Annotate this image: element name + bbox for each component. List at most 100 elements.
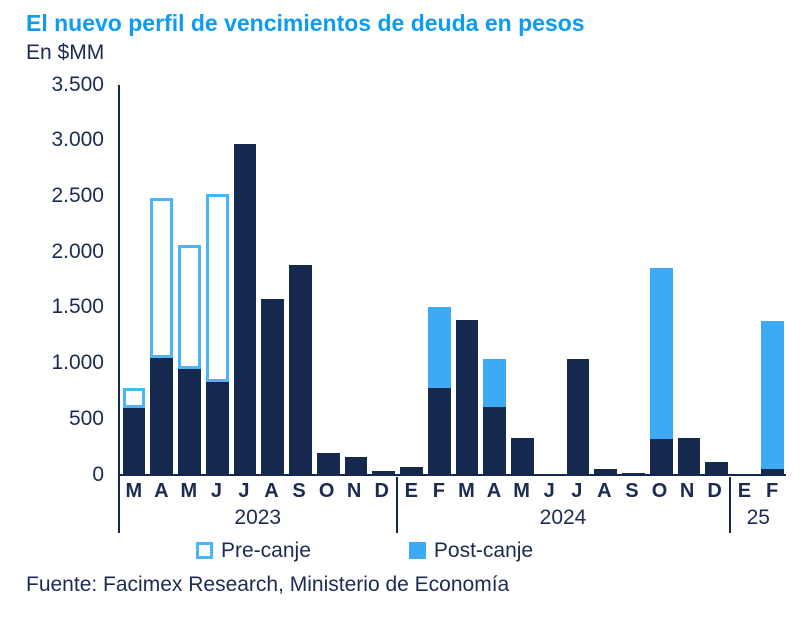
base-segment xyxy=(677,437,701,475)
base-segment xyxy=(289,265,312,475)
bar-slot xyxy=(592,85,620,475)
y-tick-label: 3.000 xyxy=(51,128,104,152)
bar-25-F xyxy=(760,320,784,475)
chart-subtitle: En $MM xyxy=(26,40,105,64)
year-group-2023: M A M J J A S O N D 2023 xyxy=(120,85,398,533)
source-note: Fuente: Facimex Research, Ministerio de … xyxy=(26,572,510,596)
bar-2024-F xyxy=(427,307,451,475)
bar-slot xyxy=(481,85,509,475)
base-segment xyxy=(649,438,673,475)
month-label: J xyxy=(543,479,555,502)
y-tick-label: 1.500 xyxy=(51,295,104,319)
month-label: M xyxy=(513,479,530,502)
bar-slot xyxy=(259,85,287,475)
bar-2024-S xyxy=(622,472,645,475)
y-axis-labels: 3.500 3.000 2.500 2.000 1.500 1.000 500 0 xyxy=(26,73,112,487)
bar-2023-S xyxy=(289,265,312,475)
bar-slot xyxy=(398,85,426,475)
month-label: J xyxy=(238,479,250,502)
bar-2024-M xyxy=(455,319,479,475)
bar-slot xyxy=(231,85,259,475)
bar-slot xyxy=(176,85,204,475)
base-segment xyxy=(316,453,340,475)
legend-item-post-canje: Post-canje xyxy=(408,538,534,563)
base-segment xyxy=(150,357,173,475)
base-segment xyxy=(400,466,423,475)
month-label: F xyxy=(432,479,445,502)
bar-2024-O xyxy=(649,268,673,475)
bar-slot xyxy=(342,85,370,475)
base-segment xyxy=(372,471,395,475)
bar-2023-J xyxy=(233,143,257,475)
bar-slot xyxy=(425,85,453,475)
base-segment xyxy=(178,368,201,475)
bar-slot xyxy=(620,85,648,475)
y-tick-label: 2.500 xyxy=(51,184,104,208)
year-group-25: E F 25 xyxy=(731,85,787,533)
bar-slot xyxy=(314,85,342,475)
bar-slot xyxy=(453,85,481,475)
legend-item-pre-canje: Pre-canje xyxy=(196,539,311,563)
bar-slot xyxy=(536,85,564,475)
month-label: M xyxy=(125,479,143,502)
legend-label-post: Post-canje xyxy=(433,538,534,562)
post-canje-segment xyxy=(483,358,506,407)
base-segment xyxy=(261,298,284,475)
month-label: D xyxy=(707,479,722,502)
month-label: E xyxy=(737,479,752,502)
bar-slot xyxy=(731,85,759,475)
pre-canje-segment xyxy=(122,387,146,408)
base-segment xyxy=(511,437,534,475)
bar-slot xyxy=(647,85,675,475)
month-label: S xyxy=(625,479,639,502)
axis-labels-25: E F 25 xyxy=(731,477,787,533)
bar-2024-A xyxy=(483,358,506,475)
base-segment xyxy=(455,319,479,475)
bar-2023-A xyxy=(261,298,284,475)
bar-2023-M xyxy=(122,387,146,475)
bar-2023-O xyxy=(316,453,340,475)
month-label: O xyxy=(651,479,668,502)
post-canje-segment xyxy=(427,307,451,388)
y-axis-line xyxy=(118,84,120,533)
bar-2024-E xyxy=(400,466,423,475)
year-label: 2024 xyxy=(539,505,587,529)
base-segment xyxy=(622,472,645,475)
y-tick-label: 500 xyxy=(68,406,104,430)
bar-slot xyxy=(120,85,148,475)
base-segment xyxy=(233,143,257,475)
bar-slot xyxy=(148,85,176,475)
legend: Pre-canje Post-canje xyxy=(196,539,792,563)
pre-canje-segment xyxy=(205,193,229,383)
y-tick-label: 1.000 xyxy=(51,351,104,375)
bar-slot xyxy=(564,85,592,475)
year-groups: M A M J J A S O N D 2023 E F M A M J J A S O N D 2024 E F 25 xyxy=(120,85,786,533)
year-label: 25 xyxy=(746,505,770,529)
base-segment xyxy=(344,456,368,475)
axis-labels-2023: M A M J J A S O N D 2023 xyxy=(120,476,398,533)
plot-area: M A M J J A S O N D 2023 E F M A M J J A S O N D 2024 E F 25 xyxy=(118,84,786,533)
bar-2023-A xyxy=(150,198,173,475)
month-label: A xyxy=(264,479,279,502)
bars-row xyxy=(731,85,787,475)
bar-slot xyxy=(287,85,315,475)
month-label: A xyxy=(597,479,612,502)
bar-2023-J xyxy=(205,193,229,475)
month-label: N xyxy=(679,479,695,502)
y-tick-label: 3.500 xyxy=(51,72,104,96)
year-label: 2023 xyxy=(234,505,282,529)
bar-2023-N xyxy=(344,456,368,475)
month-label: S xyxy=(292,479,306,502)
bar-2024-D xyxy=(705,462,728,475)
month-label: A xyxy=(154,479,169,502)
base-segment xyxy=(205,382,229,475)
base-segment xyxy=(566,358,590,475)
bar-2024-A xyxy=(594,469,617,475)
bar-slot xyxy=(370,85,398,475)
y-tick-label: 2.000 xyxy=(51,239,104,263)
bars-row xyxy=(120,85,398,475)
